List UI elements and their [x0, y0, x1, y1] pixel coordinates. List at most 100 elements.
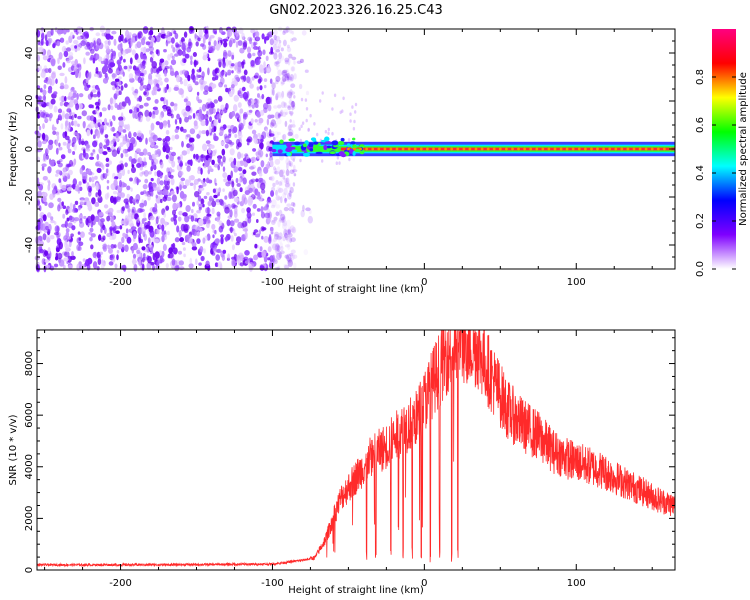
noise-blob — [105, 139, 110, 147]
noise-blob — [99, 111, 103, 117]
noise-blob — [66, 108, 72, 113]
noise-blob — [87, 185, 93, 193]
noise-blob — [275, 49, 281, 53]
noise-blob — [273, 105, 278, 109]
noise-blob — [90, 214, 95, 222]
noise-blob — [282, 192, 287, 199]
noise-blob — [285, 169, 290, 177]
onset-blob — [335, 161, 338, 165]
noise-blob — [44, 250, 48, 256]
signal-blob — [346, 143, 351, 147]
noise-blob — [149, 29, 154, 36]
noise-blob — [292, 169, 298, 173]
noise-blob — [70, 233, 74, 237]
noise-blob — [149, 215, 155, 221]
noise-blob — [161, 235, 165, 243]
noise-blob — [64, 220, 68, 229]
onset-blob — [299, 138, 302, 143]
noise-blob — [291, 100, 295, 109]
noise-blob — [178, 250, 182, 255]
noise-blob — [286, 44, 290, 49]
ridge-dot — [565, 147, 569, 151]
noise-blob — [214, 68, 218, 74]
noise-blob — [157, 137, 162, 141]
noise-blob — [291, 202, 295, 207]
noise-blob — [89, 115, 95, 122]
noise-blob — [74, 200, 79, 205]
noise-blob — [57, 65, 62, 71]
noise-blob — [275, 211, 280, 216]
noise-blob — [115, 132, 119, 139]
noise-blob — [113, 38, 117, 46]
spectrogram-ylabel: Frequency (Hz) — [8, 111, 19, 187]
ridge-dot — [474, 147, 478, 151]
noise-blob — [184, 116, 189, 123]
noise-blob — [123, 65, 128, 70]
noise-blob — [292, 254, 298, 259]
noise-blob — [100, 218, 105, 223]
noise-blob — [208, 147, 211, 154]
noise-blob — [213, 40, 217, 47]
noise-blob — [108, 261, 114, 266]
noise-blob — [137, 157, 143, 165]
noise-blob — [279, 219, 283, 223]
noise-blob — [35, 264, 40, 272]
noise-blob — [252, 52, 256, 57]
noise-blob — [120, 34, 124, 42]
noise-blob — [71, 251, 74, 257]
onset-blob — [349, 119, 352, 123]
onset-blob — [305, 107, 309, 111]
noise-blob — [57, 197, 62, 203]
noise-blob — [183, 253, 186, 258]
noise-blob — [116, 249, 120, 254]
noise-blob — [181, 140, 184, 148]
noise-blob — [217, 108, 220, 112]
signal-blob — [340, 137, 345, 142]
noise-blob — [228, 90, 234, 98]
signal-blob — [286, 142, 292, 148]
noise-blob — [273, 170, 280, 175]
noise-blob — [95, 182, 99, 191]
noise-blob — [290, 38, 294, 43]
noise-blob — [266, 118, 270, 126]
noise-blob — [271, 220, 276, 225]
noise-blob — [126, 142, 130, 148]
noise-blob — [183, 98, 188, 103]
noise-blob — [47, 89, 53, 94]
noise-blob — [167, 180, 170, 186]
noise-blob — [261, 93, 265, 100]
noise-blob — [125, 29, 130, 38]
noise-blob — [136, 58, 142, 64]
noise-blob — [270, 240, 276, 249]
noise-blob — [62, 141, 67, 146]
noise-blob — [116, 226, 120, 230]
noise-blob — [63, 240, 68, 248]
noise-blob — [95, 66, 99, 74]
noise-blob — [253, 45, 258, 50]
noise-blob — [106, 215, 111, 222]
noise-blob — [86, 84, 91, 88]
snr-marks — [36, 329, 676, 568]
noise-blob — [250, 60, 255, 67]
noise-blob — [37, 190, 42, 198]
noise-blob — [143, 212, 147, 219]
noise-blob — [41, 32, 45, 41]
noise-blob — [132, 179, 138, 185]
noise-blob — [233, 218, 240, 223]
noise-blob — [203, 248, 206, 254]
noise-blob — [110, 195, 115, 204]
noise-blob — [85, 51, 90, 56]
noise-blob — [158, 32, 162, 38]
noise-blob — [218, 187, 222, 194]
ridge-dot — [596, 147, 599, 151]
noise-blob — [222, 166, 226, 172]
noise-blob — [97, 87, 101, 96]
noise-blob — [276, 245, 281, 253]
noise-blob — [283, 263, 287, 268]
noise-blob — [229, 226, 233, 234]
x-tick-label: 100 — [567, 578, 586, 589]
onset-blob — [313, 122, 316, 126]
noise-blob — [146, 262, 152, 270]
